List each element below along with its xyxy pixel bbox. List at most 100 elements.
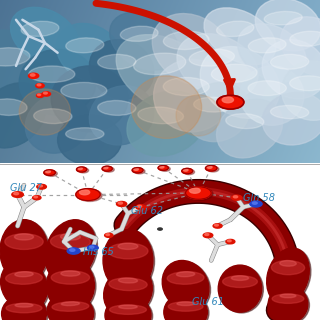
Circle shape [42, 92, 51, 96]
Ellipse shape [268, 249, 311, 305]
Ellipse shape [154, 59, 230, 132]
Circle shape [12, 192, 23, 197]
Ellipse shape [223, 276, 257, 287]
Circle shape [226, 239, 235, 244]
Circle shape [44, 170, 55, 175]
Circle shape [158, 165, 168, 171]
Ellipse shape [57, 23, 123, 82]
Circle shape [46, 171, 57, 176]
Circle shape [134, 168, 138, 170]
Ellipse shape [194, 97, 232, 112]
Ellipse shape [167, 272, 204, 284]
Circle shape [250, 201, 262, 207]
Ellipse shape [89, 40, 154, 99]
Ellipse shape [231, 276, 249, 280]
Ellipse shape [176, 272, 195, 277]
Ellipse shape [34, 109, 72, 124]
Circle shape [188, 188, 213, 200]
Ellipse shape [108, 243, 148, 259]
Circle shape [33, 196, 41, 200]
Ellipse shape [51, 271, 90, 284]
Ellipse shape [270, 286, 309, 320]
Circle shape [182, 168, 193, 174]
Ellipse shape [61, 82, 107, 99]
Ellipse shape [0, 48, 30, 66]
Circle shape [228, 240, 231, 242]
Circle shape [217, 95, 244, 109]
Circle shape [104, 167, 114, 172]
Circle shape [44, 92, 47, 94]
Ellipse shape [103, 229, 153, 292]
Circle shape [79, 190, 90, 195]
Ellipse shape [105, 230, 155, 292]
Circle shape [105, 233, 113, 237]
Circle shape [37, 84, 41, 86]
Ellipse shape [66, 38, 104, 53]
Circle shape [37, 184, 46, 189]
Ellipse shape [176, 95, 221, 136]
Circle shape [183, 169, 188, 171]
Ellipse shape [0, 220, 48, 282]
Ellipse shape [1, 260, 47, 310]
Text: Glu 62: Glu 62 [131, 206, 163, 216]
Ellipse shape [19, 49, 96, 116]
Ellipse shape [281, 17, 320, 76]
Circle shape [76, 167, 87, 172]
Circle shape [134, 169, 145, 174]
Ellipse shape [217, 99, 283, 158]
Ellipse shape [49, 294, 95, 320]
Circle shape [76, 188, 100, 201]
Circle shape [207, 166, 212, 168]
Ellipse shape [131, 76, 202, 139]
Ellipse shape [2, 220, 50, 283]
Ellipse shape [226, 114, 264, 129]
Ellipse shape [61, 271, 80, 276]
Ellipse shape [238, 24, 306, 82]
Circle shape [205, 165, 217, 171]
Ellipse shape [47, 293, 93, 320]
Ellipse shape [163, 31, 209, 50]
Ellipse shape [60, 234, 80, 240]
Circle shape [90, 246, 94, 248]
Circle shape [158, 228, 162, 230]
Ellipse shape [267, 248, 309, 304]
Ellipse shape [45, 220, 96, 282]
Ellipse shape [168, 302, 203, 311]
Ellipse shape [248, 81, 286, 96]
Ellipse shape [248, 38, 286, 53]
Ellipse shape [217, 21, 254, 36]
Circle shape [233, 196, 238, 198]
Ellipse shape [282, 61, 320, 120]
Circle shape [160, 166, 164, 168]
Ellipse shape [185, 83, 250, 142]
Ellipse shape [262, 92, 320, 145]
Ellipse shape [127, 91, 206, 156]
Ellipse shape [6, 303, 42, 313]
Circle shape [132, 168, 143, 173]
Circle shape [38, 185, 43, 187]
Ellipse shape [118, 278, 138, 283]
Ellipse shape [177, 34, 258, 98]
Ellipse shape [262, 40, 320, 99]
Circle shape [36, 84, 44, 88]
Ellipse shape [240, 66, 304, 125]
Circle shape [67, 248, 80, 254]
Ellipse shape [52, 302, 89, 311]
Ellipse shape [204, 8, 276, 65]
Ellipse shape [11, 7, 79, 65]
Circle shape [30, 74, 35, 76]
Ellipse shape [19, 89, 70, 135]
Circle shape [189, 188, 200, 193]
Circle shape [252, 202, 257, 204]
Ellipse shape [2, 295, 46, 320]
Ellipse shape [6, 272, 42, 284]
Ellipse shape [15, 272, 33, 277]
Ellipse shape [107, 297, 153, 320]
Ellipse shape [89, 86, 154, 145]
Ellipse shape [46, 259, 94, 312]
Circle shape [34, 196, 37, 198]
Ellipse shape [61, 302, 80, 306]
Ellipse shape [165, 294, 209, 320]
Circle shape [36, 94, 44, 97]
Ellipse shape [29, 66, 75, 82]
